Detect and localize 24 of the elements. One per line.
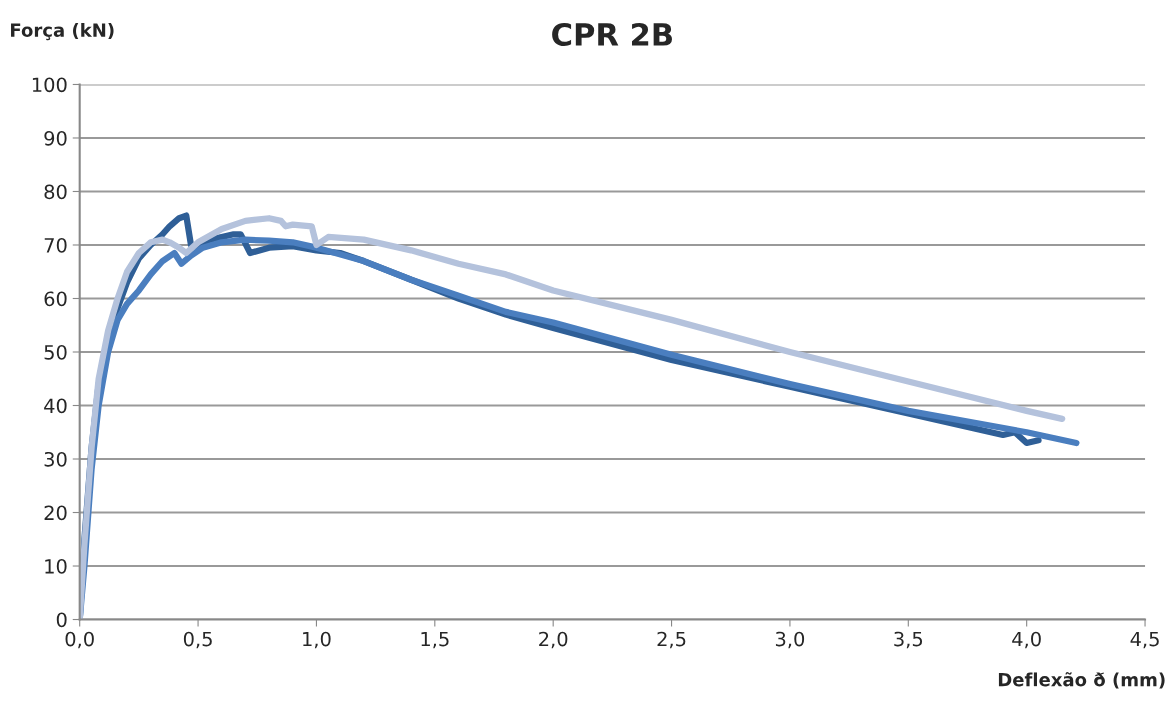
- y-tick-label: 70: [44, 237, 67, 253]
- y-tick-label: 80: [44, 184, 67, 200]
- y-tick-label: 100: [32, 77, 67, 93]
- x-tick-label: 3,0: [775, 631, 805, 649]
- x-tick-label: 2,5: [657, 631, 686, 649]
- x-tick-label: 0,0: [65, 631, 94, 649]
- y-tick-label: 10: [45, 558, 67, 574]
- y-axis-title: Força (kN): [11, 22, 114, 41]
- y-tick-label: 90: [44, 130, 67, 146]
- y-tick-label: 50: [44, 344, 67, 360]
- y-tick-label: 0: [56, 612, 67, 628]
- chart-title: CPR 2B: [552, 22, 672, 47]
- x-tick-label: 4,5: [1130, 631, 1159, 649]
- y-tick-label: 60: [44, 291, 67, 307]
- x-tick-label: 1,0: [303, 631, 331, 649]
- x-tick-label: 0,5: [183, 631, 212, 649]
- x-tick-label: 2,0: [539, 631, 568, 649]
- x-tick-label: 1,5: [421, 631, 449, 649]
- x-tick-label: 4,0: [1012, 631, 1041, 649]
- y-tick-label: 20: [44, 505, 67, 521]
- x-axis-title: Deflexão ð (mm): [998, 672, 1165, 689]
- y-tick-label: 40: [44, 398, 67, 414]
- x-tick-label: 3,5: [894, 631, 923, 649]
- y-tick-label: 30: [44, 451, 67, 467]
